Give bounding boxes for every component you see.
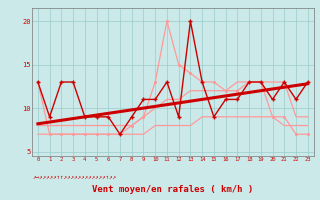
Text: Vent moyen/en rafales ( km/h ): Vent moyen/en rafales ( km/h ) — [92, 185, 253, 194]
Text: ↗→↗↗↗↗↗↑↑↗↗↗↗↗↗↗↗↗↗↗↗↑↗↗: ↗→↗↗↗↗↗↑↑↗↗↗↗↗↗↗↗↗↗↗↗↑↗↗ — [32, 174, 116, 180]
